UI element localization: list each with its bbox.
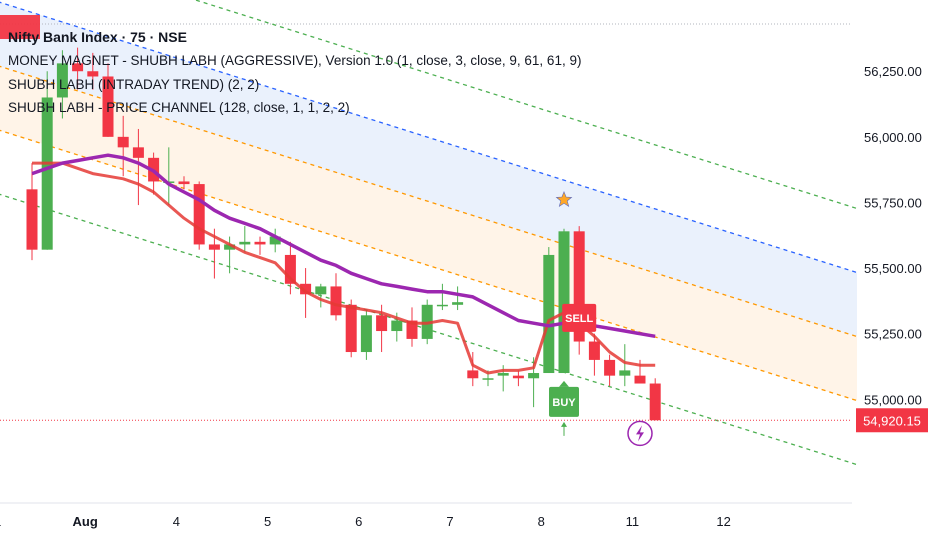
candle-body bbox=[269, 236, 281, 245]
candle-body bbox=[345, 304, 357, 353]
y-tick-label: 56,250.00 bbox=[864, 64, 922, 79]
star-marker bbox=[555, 190, 573, 207]
buy-signal-box bbox=[549, 386, 579, 417]
candle-body bbox=[41, 97, 53, 250]
x-tick-label: 12 bbox=[716, 514, 730, 529]
candle-body bbox=[497, 373, 509, 376]
candle-body bbox=[87, 71, 99, 77]
sell-signal-pointer bbox=[574, 331, 585, 338]
candle-body bbox=[178, 181, 190, 185]
x-tick-label: 31 bbox=[0, 514, 1, 529]
candle-body bbox=[588, 341, 600, 360]
candle-body bbox=[56, 63, 68, 98]
y-tick-label: 55,000.00 bbox=[864, 392, 922, 407]
candle-body bbox=[300, 283, 312, 295]
candle-body bbox=[604, 359, 616, 376]
lightning-icon bbox=[636, 425, 644, 442]
candle-body bbox=[634, 375, 646, 384]
candle-body bbox=[132, 147, 144, 158]
candle-body bbox=[376, 315, 388, 332]
sell-signal-box bbox=[562, 303, 597, 332]
candle-body bbox=[117, 136, 129, 148]
candle-body bbox=[619, 370, 631, 376]
candle-body bbox=[26, 189, 38, 250]
indicator-label-intraday-trend[interactable]: SHUBH LABH (INTRADAY TREND) (2, 2) bbox=[8, 76, 260, 92]
x-tick-label: Aug bbox=[73, 514, 98, 529]
left-edge-candle-block bbox=[0, 15, 40, 39]
candle-body bbox=[330, 286, 342, 316]
symbol-title[interactable]: Nifty Bank Index · 75 · NSE bbox=[8, 29, 187, 45]
moving-average-purple bbox=[31, 153, 656, 339]
candle-body bbox=[193, 184, 205, 245]
sell-signal-label: SELL bbox=[565, 313, 593, 325]
candle-body bbox=[543, 254, 555, 374]
candle-body bbox=[512, 375, 524, 379]
candle-body bbox=[72, 63, 84, 72]
candle-body bbox=[649, 383, 661, 421]
candle-body bbox=[573, 231, 585, 342]
last-price-label: 54,920.15 bbox=[863, 413, 921, 428]
indicator-label-price-channel[interactable]: SHUBH LABH - PRICE CHANNEL (128, close, … bbox=[8, 99, 350, 115]
x-tick-label: 6 bbox=[355, 514, 362, 529]
candle-body bbox=[558, 231, 570, 374]
buy-signal-label: BUY bbox=[552, 397, 576, 409]
buy-arrow-head bbox=[561, 421, 567, 427]
x-tick-label: 7 bbox=[446, 514, 453, 529]
candle-body bbox=[406, 320, 418, 339]
trend-line-red bbox=[32, 161, 656, 375]
candle-body bbox=[102, 76, 114, 137]
candle-body bbox=[315, 286, 327, 295]
x-tick-label: 4 bbox=[173, 514, 180, 529]
candle-body bbox=[452, 302, 464, 305]
last-price-badge bbox=[856, 408, 928, 433]
x-tick-label: 11 bbox=[626, 514, 640, 529]
candle-body bbox=[284, 254, 296, 284]
channel-fill-lower bbox=[0, 66, 857, 401]
legend: Nifty Bank Index · 75 · NSE MONEY MAGNET… bbox=[8, 26, 581, 119]
candle-body bbox=[254, 241, 266, 245]
y-tick-label: 55,500.00 bbox=[864, 261, 922, 276]
x-tick-label: 5 bbox=[264, 514, 271, 529]
candle-body bbox=[224, 244, 236, 250]
indicator-label-money-magnet[interactable]: MONEY MAGNET - SHUBH LABH (AGGRESSIVE), … bbox=[8, 53, 582, 69]
y-tick-label: 56,000.00 bbox=[864, 130, 922, 145]
candle-body bbox=[208, 244, 220, 250]
channel-fill-upper bbox=[0, 2, 857, 337]
candle-body bbox=[391, 320, 403, 332]
candle-body bbox=[467, 370, 479, 379]
buy-signal-pointer bbox=[559, 380, 569, 387]
candle-body bbox=[482, 378, 494, 380]
x-tick-label: 8 bbox=[538, 514, 545, 529]
candle-body bbox=[360, 315, 372, 353]
y-tick-label: 55,750.00 bbox=[864, 195, 922, 210]
candle-body bbox=[239, 241, 251, 245]
candle-body bbox=[436, 304, 448, 307]
candle-body bbox=[528, 373, 540, 379]
y-tick-label: 55,250.00 bbox=[864, 327, 922, 342]
